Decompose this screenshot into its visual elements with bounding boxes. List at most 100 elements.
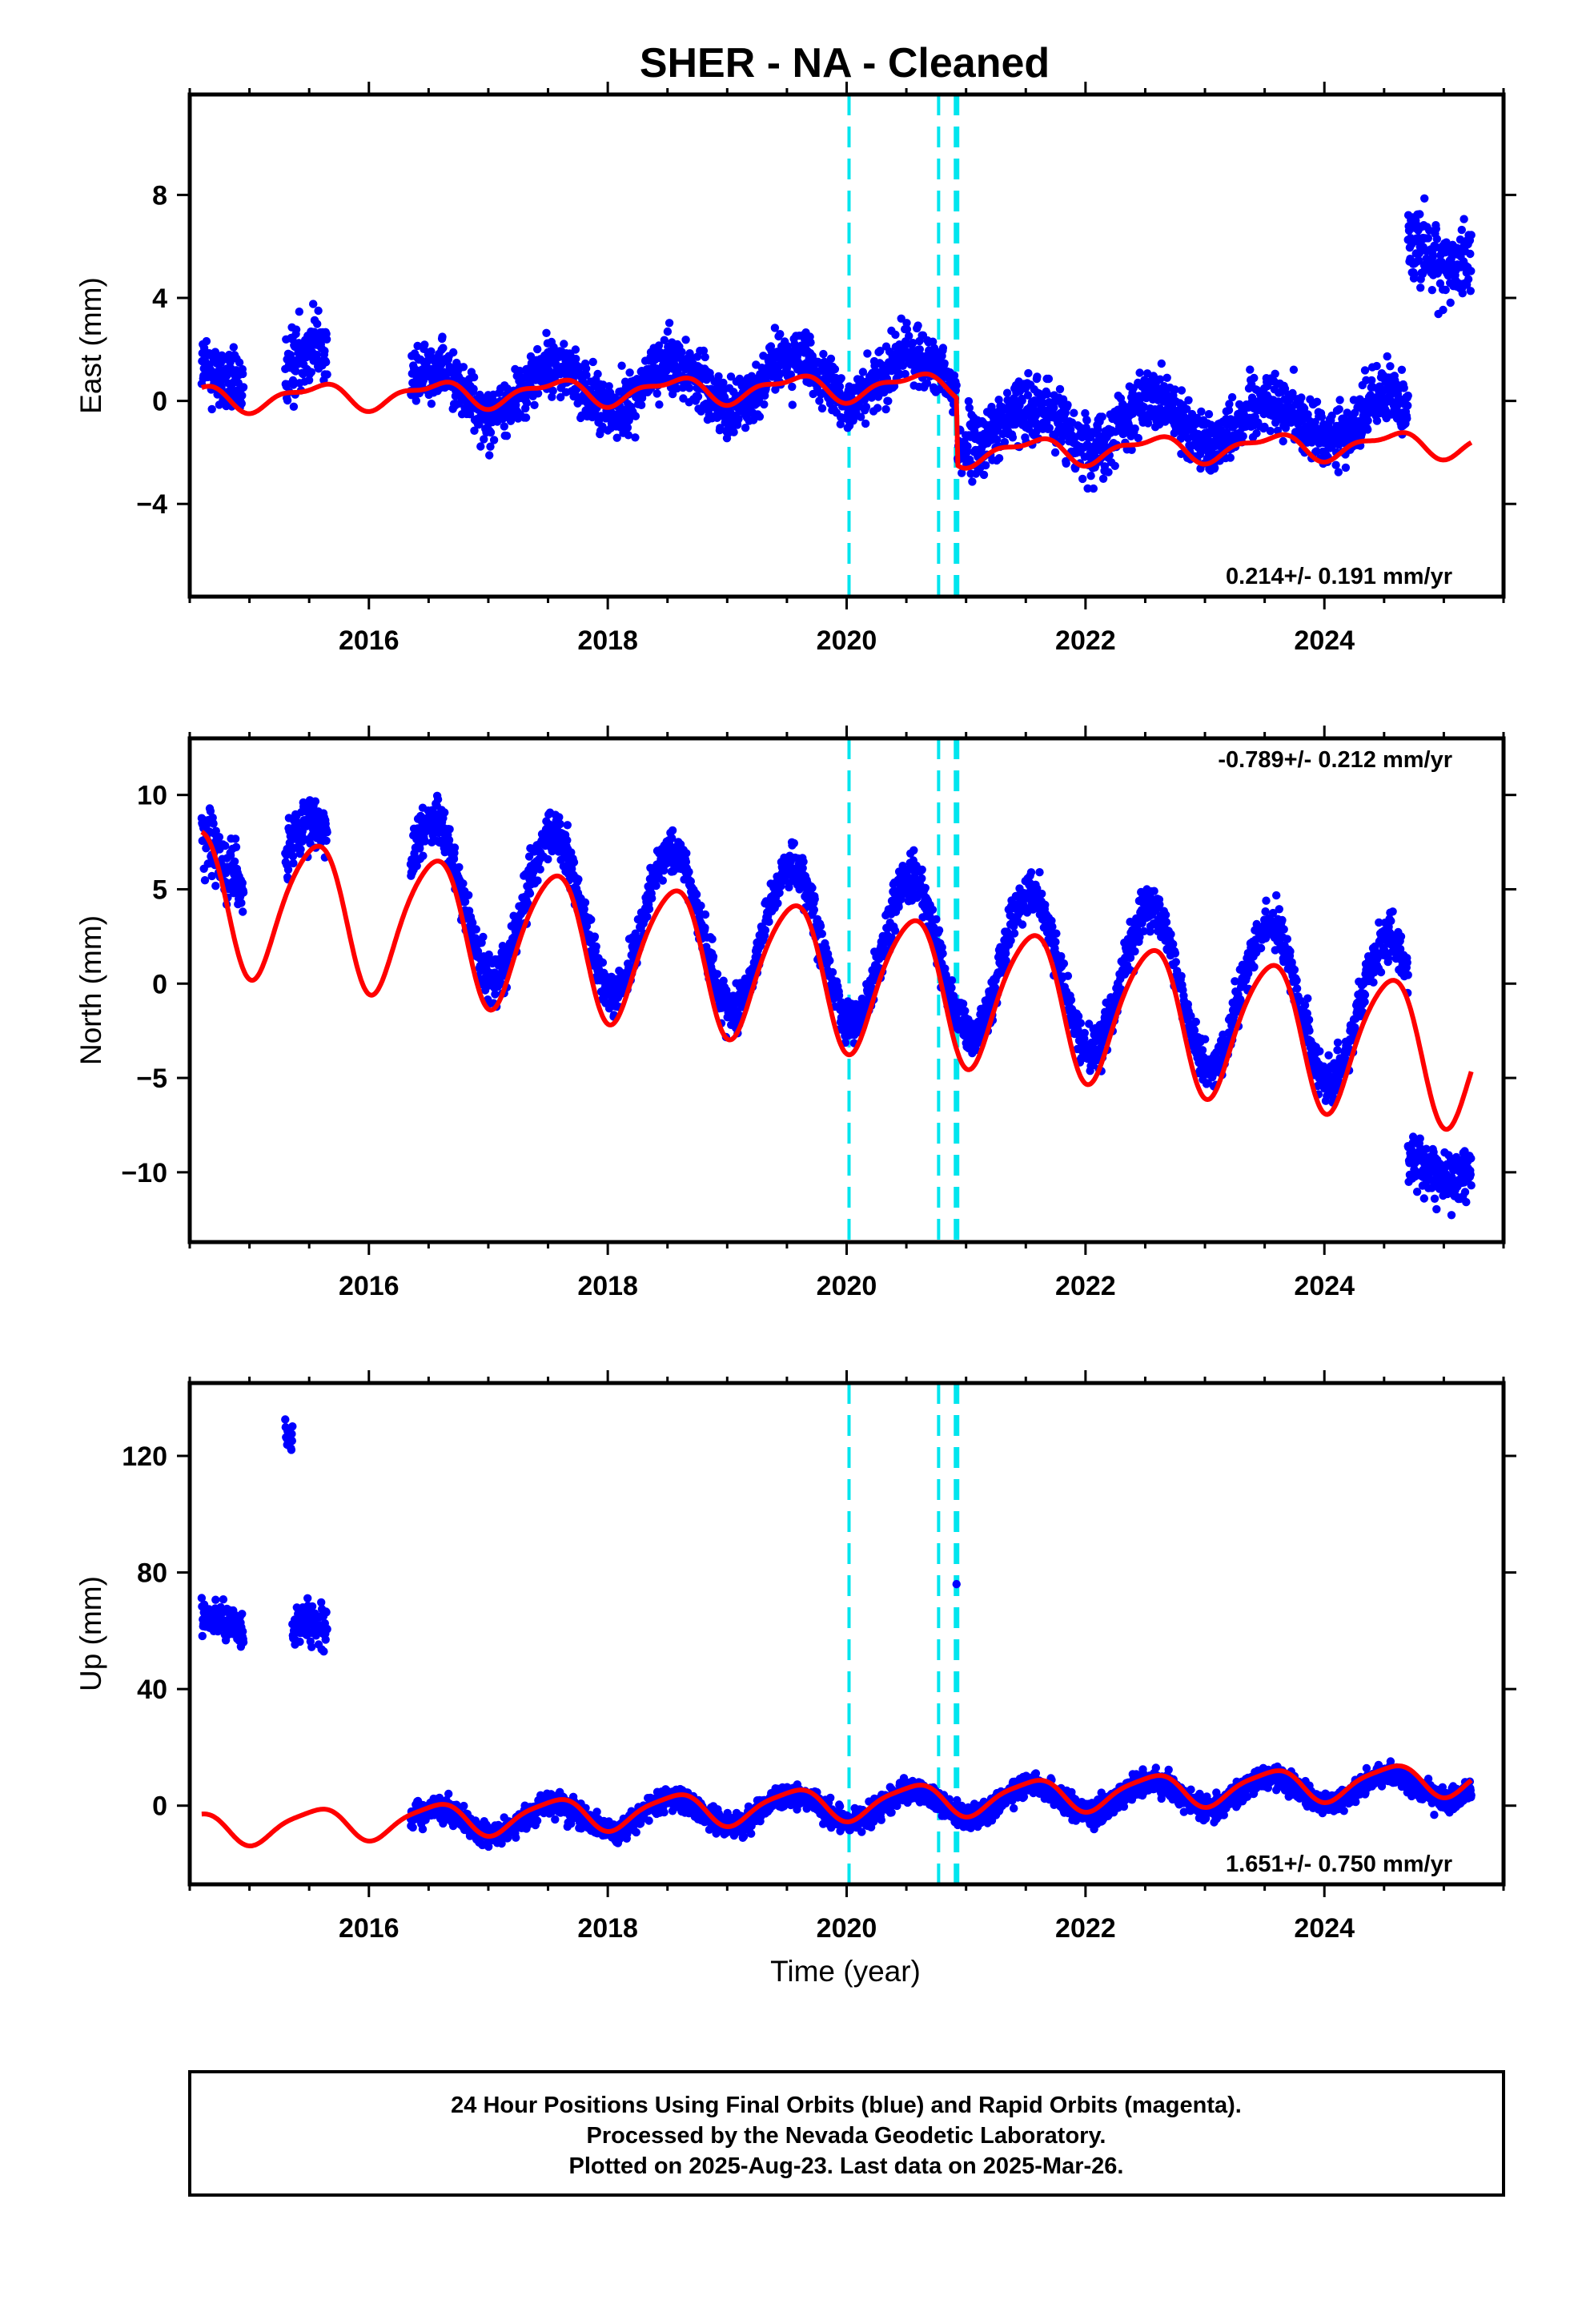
north-data-point xyxy=(917,865,926,875)
north-data-point xyxy=(444,835,454,845)
east-x-tick-label: 2024 xyxy=(1294,625,1355,656)
east-data-point xyxy=(861,419,870,428)
east-data-point xyxy=(1446,298,1455,308)
east-data-point xyxy=(1197,407,1206,416)
north-data-point xyxy=(947,983,956,992)
east-data-point xyxy=(1415,210,1424,219)
north-data-point xyxy=(445,825,454,834)
east-data-point xyxy=(420,340,429,349)
east-data-point xyxy=(654,341,664,350)
east-data-point xyxy=(486,442,495,451)
east-data-point xyxy=(295,308,303,316)
north-data-point xyxy=(708,935,717,943)
east-data-point xyxy=(836,420,845,428)
east-data-point xyxy=(1139,403,1149,412)
east-data-point xyxy=(1062,459,1070,468)
east-data-point xyxy=(1458,289,1468,298)
east-data-point xyxy=(1023,391,1033,400)
north-data-point xyxy=(592,942,600,951)
east-data-point xyxy=(819,349,828,359)
east-data-point xyxy=(438,332,447,341)
east-data-point xyxy=(714,372,723,381)
north-data-point xyxy=(533,876,542,885)
east-data-point xyxy=(826,354,836,364)
east-data-point xyxy=(1427,286,1437,295)
north-data-point xyxy=(311,797,320,806)
east-data-point xyxy=(1280,384,1290,393)
east-data-point xyxy=(749,416,758,424)
east-data-point xyxy=(1227,392,1237,402)
east-data-point xyxy=(533,389,543,398)
east-data-point xyxy=(1246,365,1255,374)
north-data-point xyxy=(563,821,572,830)
east-data-point xyxy=(313,320,322,328)
north-data-point xyxy=(958,999,968,1008)
east-data-point xyxy=(1303,410,1312,419)
east-data-point xyxy=(873,404,882,412)
north-data-point xyxy=(226,850,235,860)
east-data-point xyxy=(1082,416,1091,425)
north-data-point xyxy=(200,876,210,885)
east-data-point xyxy=(521,413,531,422)
east-data-point xyxy=(291,367,300,376)
north-data-point xyxy=(416,844,424,853)
east-x-tick-label: 2022 xyxy=(1055,625,1116,656)
north-data-point xyxy=(221,841,230,850)
east-data-point xyxy=(322,358,331,367)
north-data-point xyxy=(580,905,588,914)
north-data-point xyxy=(209,819,218,828)
east-data-point xyxy=(1466,287,1476,296)
east-x-tick-label: 2018 xyxy=(577,625,638,656)
east-data-point xyxy=(776,330,785,339)
north-data-point xyxy=(921,883,930,893)
east-data-point xyxy=(1044,374,1054,384)
east-data-point xyxy=(770,324,780,332)
north-data-point xyxy=(828,967,837,977)
east-data-point xyxy=(560,340,568,348)
east-data-point xyxy=(734,415,743,424)
east-data-point xyxy=(877,360,886,369)
east-data-point xyxy=(909,339,917,348)
north-data-point xyxy=(544,854,552,864)
east-data-point xyxy=(1367,376,1376,385)
east-data-point xyxy=(1466,249,1475,259)
east-data-point xyxy=(902,325,912,334)
east-data-point xyxy=(476,442,485,451)
north-data-point xyxy=(810,895,819,904)
east-data-point xyxy=(309,300,318,308)
east-data-point xyxy=(427,400,436,408)
east-model-fit-line xyxy=(200,371,1473,471)
east-data-point xyxy=(1335,396,1344,404)
east-data-point xyxy=(1266,427,1275,436)
east-data-point xyxy=(636,400,646,409)
north-data-point xyxy=(809,905,818,915)
east-data-point xyxy=(1288,388,1297,398)
north-data-point xyxy=(692,890,701,899)
north-data-point xyxy=(231,842,241,852)
east-data-point xyxy=(1098,474,1108,483)
east-data-point xyxy=(898,361,908,370)
north-data-point xyxy=(288,852,298,861)
east-data-point xyxy=(604,382,613,391)
east-data-point xyxy=(459,363,468,372)
east-data-point xyxy=(1312,397,1322,406)
east-data-point xyxy=(1327,411,1336,420)
north-data-point xyxy=(685,867,693,876)
east-data-point xyxy=(965,404,974,412)
east-data-point xyxy=(1387,390,1395,399)
north-data-point xyxy=(682,849,691,858)
east-data-point xyxy=(837,374,845,383)
east-data-point xyxy=(830,364,840,374)
east-data-point xyxy=(1130,424,1139,433)
north-data-point xyxy=(450,843,460,852)
north-data-point xyxy=(420,837,429,846)
east-data-point xyxy=(207,404,216,414)
east-data-point xyxy=(1363,416,1372,425)
east-data-point xyxy=(623,423,632,432)
east-data-point xyxy=(677,348,686,356)
east-data-point xyxy=(624,431,632,440)
north-data-point xyxy=(580,898,590,907)
north-data-point xyxy=(567,848,576,857)
east-data-point xyxy=(1110,461,1119,470)
